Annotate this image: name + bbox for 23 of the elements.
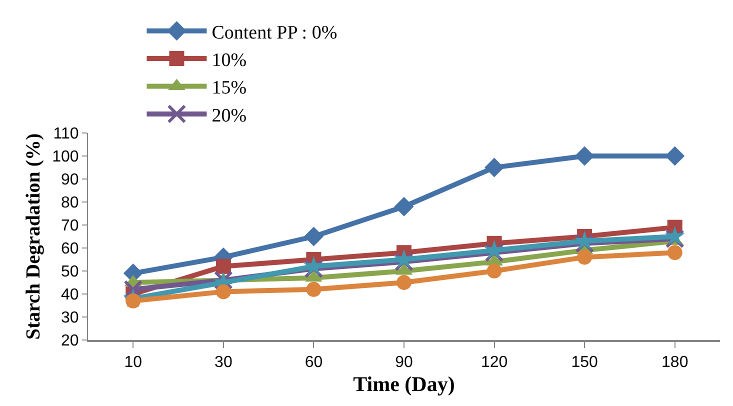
y-tick-label: 110 <box>53 126 79 143</box>
y-tick-label: 80 <box>61 194 79 212</box>
legend-label: 15% <box>212 78 247 99</box>
y-tick-label: 60 <box>61 240 79 258</box>
legend-label: 20% <box>212 105 247 126</box>
x-tick-label: 150 <box>571 354 598 372</box>
x-tick-label: 10 <box>124 354 142 372</box>
x-tick-label: 30 <box>214 354 232 372</box>
x-tick-label: 120 <box>480 354 508 372</box>
legend-label: 10% <box>212 50 247 71</box>
x-tick-label: 60 <box>304 354 323 372</box>
y-axis-title: Starch Degradation (%) <box>22 133 45 340</box>
y-tick-label: 20 <box>61 332 79 350</box>
y-tick-label: 50 <box>61 264 79 281</box>
x-axis-title: Time (Day) <box>353 372 455 396</box>
y-tick-label: 40 <box>61 286 79 304</box>
y-tick-label: 90 <box>61 172 79 189</box>
y-tick-label: 100 <box>52 148 79 166</box>
y-tick-label: 70 <box>61 218 79 235</box>
y-tick-label: 30 <box>61 310 79 327</box>
x-tick-label: 180 <box>662 354 688 372</box>
x-tick-label: 90 <box>395 354 413 372</box>
legend-label: Content PP : 0% <box>212 22 338 44</box>
